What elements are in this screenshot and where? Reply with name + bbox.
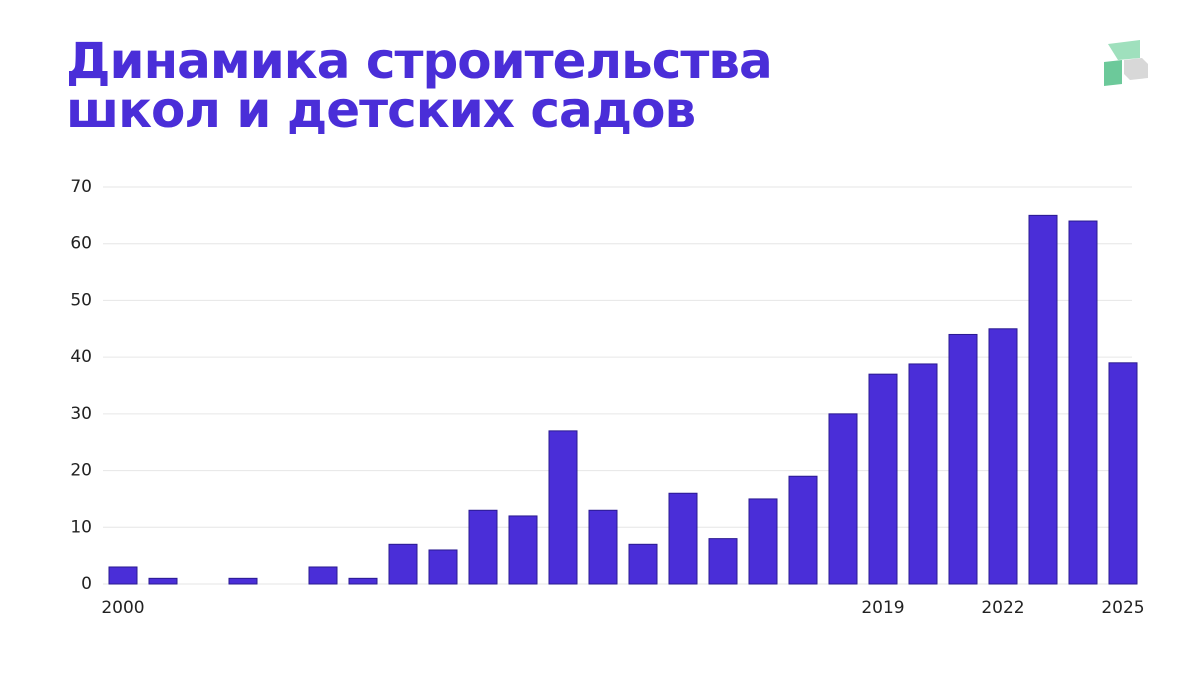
x-tick-label: 2025 [1101, 598, 1144, 618]
bar [908, 363, 938, 585]
y-tick-label: 50 [70, 290, 92, 310]
bar [1028, 214, 1058, 585]
bar [748, 498, 778, 585]
bar [508, 515, 538, 585]
bar [108, 566, 138, 585]
bar [588, 509, 618, 585]
logo [1104, 40, 1148, 86]
x-tick-label: 2022 [981, 598, 1024, 618]
bar [388, 543, 418, 585]
bar [228, 577, 258, 585]
y-tick-label: 0 [81, 574, 92, 594]
bar [548, 430, 578, 585]
y-tick-label: 70 [70, 177, 92, 197]
y-tick-label: 40 [70, 347, 92, 367]
y-tick-label: 60 [70, 234, 92, 254]
y-tick-label: 30 [70, 404, 92, 424]
bar [468, 509, 498, 585]
bar [308, 566, 338, 585]
bar [708, 538, 738, 585]
x-tick-label: 2019 [861, 598, 904, 618]
chart-title: Динамика строительства [66, 32, 772, 90]
bar [668, 492, 698, 585]
bar [868, 373, 898, 585]
bar [1108, 362, 1138, 585]
chart-title: школ и детских садов [66, 81, 695, 139]
bar [148, 577, 178, 585]
x-tick-label: 2000 [101, 598, 144, 618]
y-tick-label: 10 [70, 517, 92, 537]
bar [828, 413, 858, 585]
bar [348, 577, 378, 585]
y-tick-label: 20 [70, 461, 92, 481]
bar [428, 549, 458, 585]
bar [988, 328, 1018, 585]
bar [628, 543, 658, 585]
bar [948, 333, 978, 585]
bar [1068, 220, 1098, 585]
bar [788, 475, 818, 585]
